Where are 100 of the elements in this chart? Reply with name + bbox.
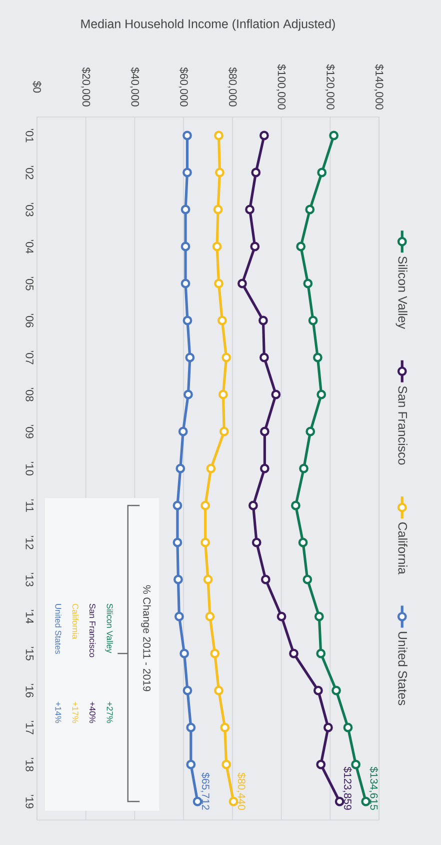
y-tick-label: ’14	[26, 610, 34, 624]
y-tick-label: ’13	[26, 572, 34, 586]
point	[313, 686, 323, 696]
x-tick-label: $120,000	[325, 64, 335, 110]
point	[172, 500, 182, 510]
point	[260, 464, 270, 474]
point	[250, 242, 260, 252]
annotation: +17%	[72, 702, 78, 724]
annotation: California	[72, 604, 79, 640]
point	[185, 352, 195, 362]
point	[206, 464, 216, 474]
annotation: +14%	[55, 702, 62, 724]
point	[306, 426, 316, 436]
annotation: San Francisco	[89, 604, 96, 658]
point	[302, 574, 312, 584]
point	[182, 316, 192, 326]
point	[271, 390, 281, 400]
data-label: $80,440	[236, 772, 246, 810]
point	[252, 538, 262, 548]
point	[260, 426, 270, 436]
point	[186, 722, 196, 732]
point	[316, 648, 326, 658]
point	[172, 538, 182, 548]
point	[182, 130, 192, 140]
y-tick-label: ’19	[26, 794, 34, 808]
point	[174, 574, 183, 584]
y-tick-label: ’05	[26, 276, 34, 290]
point	[212, 242, 222, 252]
y-tick-label: ’08	[26, 388, 34, 402]
point	[314, 612, 324, 622]
x-tick-label: $100,000	[276, 64, 286, 110]
point	[180, 242, 190, 252]
data-label: $123,859	[342, 766, 352, 810]
y-tick-label: ’07	[26, 350, 34, 364]
data-label: $134,615	[369, 766, 378, 810]
x-tick-label: $40,000	[130, 67, 140, 106]
point	[316, 390, 326, 400]
point	[213, 204, 223, 214]
point	[180, 278, 190, 288]
annotation: % Change 2011 - 2019	[141, 585, 151, 692]
point	[308, 316, 318, 326]
point	[312, 352, 322, 362]
point	[323, 722, 333, 732]
point	[219, 426, 229, 436]
x-tick-label: $60,000	[178, 67, 188, 106]
point	[214, 686, 224, 696]
point	[238, 278, 247, 288]
point	[186, 760, 196, 770]
point	[205, 612, 215, 622]
point	[200, 500, 210, 510]
x-tick-label: $140,000	[374, 64, 384, 110]
point	[180, 204, 190, 214]
annotation: +40%	[89, 702, 96, 724]
point	[303, 278, 313, 288]
y-tick-label: ’06	[26, 314, 34, 328]
point	[180, 648, 189, 658]
y-tick-label: ’12	[26, 536, 34, 550]
point	[200, 538, 210, 548]
point	[245, 204, 254, 214]
y-tick-label: ’11	[26, 499, 34, 512]
point	[222, 352, 232, 362]
point	[214, 130, 224, 140]
point	[289, 648, 298, 658]
data-label: $65,712	[200, 772, 210, 810]
point	[251, 168, 261, 178]
point	[276, 612, 286, 622]
point	[299, 464, 308, 474]
point	[329, 130, 339, 140]
legend-label: United States	[398, 632, 408, 706]
point	[222, 760, 232, 770]
y-tick-label: ’16	[26, 684, 34, 698]
y-tick-label: ’10	[26, 462, 34, 476]
point	[343, 722, 353, 732]
annotation: Silicon Valley	[105, 604, 114, 654]
x-axis-title: Median Household Income (Inflation Adjusted)	[81, 19, 335, 31]
point	[215, 168, 224, 178]
y-tick-label: ’03	[26, 202, 34, 216]
x-tick-label: $20,000	[81, 67, 91, 106]
y-tick-label: ’09	[26, 424, 34, 438]
point	[248, 500, 258, 510]
point	[220, 722, 230, 732]
y-tick-label: ’04	[26, 240, 34, 254]
legend-label: California	[398, 522, 408, 574]
point	[210, 648, 220, 658]
point	[291, 500, 300, 510]
point	[258, 316, 268, 326]
point	[184, 390, 193, 400]
point	[305, 204, 315, 214]
point	[176, 464, 186, 474]
point	[316, 760, 326, 770]
point	[259, 352, 269, 362]
legend-label: San Francisco	[398, 386, 408, 465]
y-tick-label: ’15	[26, 646, 34, 660]
point	[260, 574, 270, 584]
x-tick-label: $80,000	[228, 67, 238, 106]
point	[218, 390, 228, 400]
point	[182, 686, 192, 696]
x-tick-label: $0	[32, 81, 42, 93]
legend-label: Silicon Valley	[396, 256, 408, 329]
point	[203, 574, 213, 584]
